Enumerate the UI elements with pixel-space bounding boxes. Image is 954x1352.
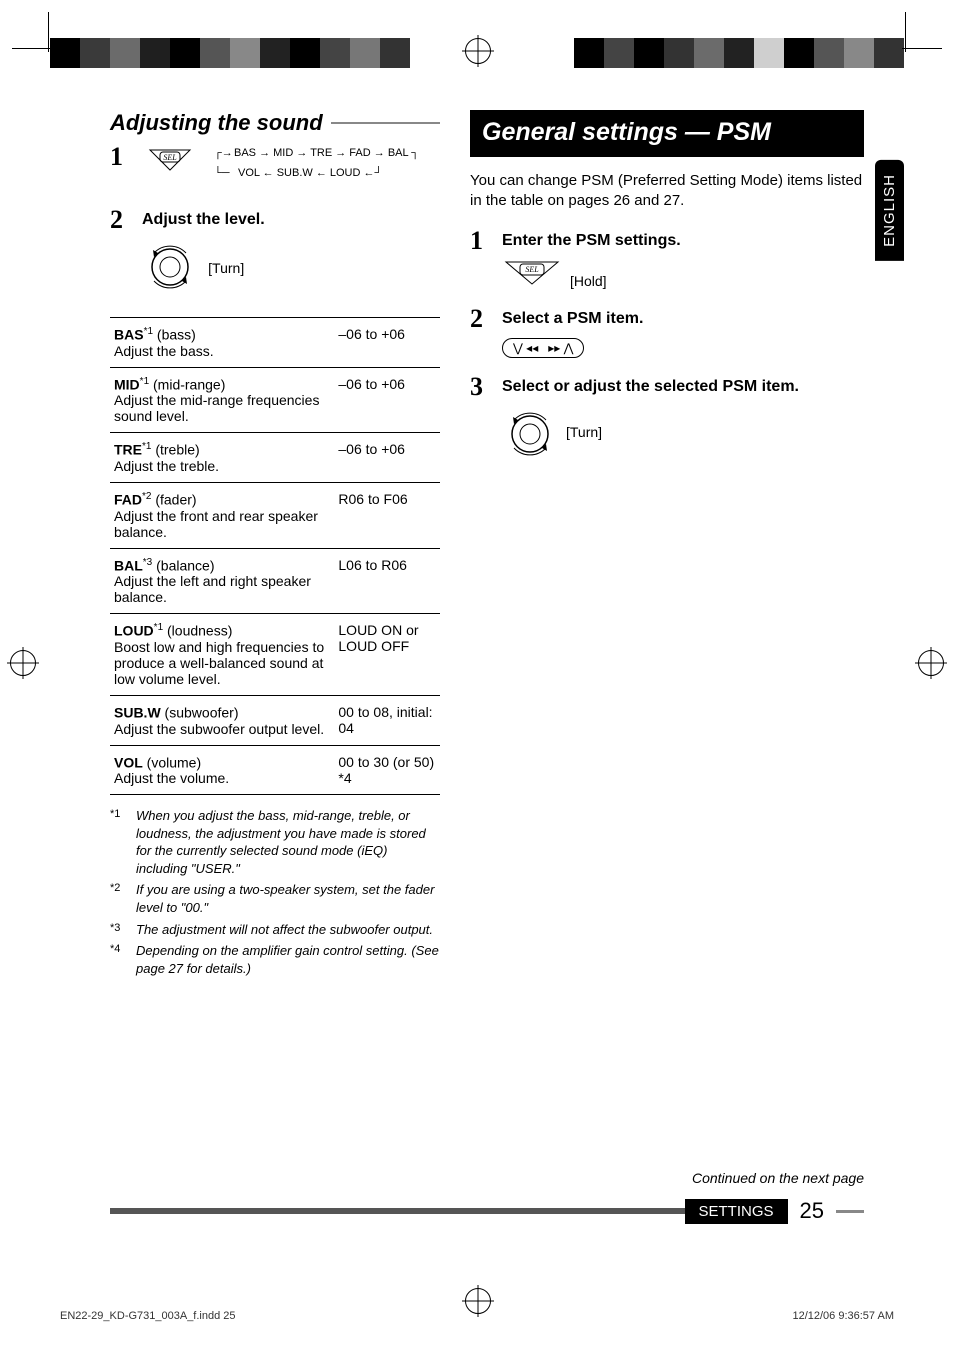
left-step-1: 1 SEL ┌→ BAS → MID → TRE → FAD → BAL ┐ (110, 144, 440, 191)
range-cell: L06 to R06 (334, 548, 440, 614)
param-cell: FAD*2 (fader)Adjust the front and rear s… (110, 482, 334, 548)
knob-icon (142, 239, 198, 299)
param-cell: TRE*1 (treble)Adjust the treble. (110, 433, 334, 483)
step-label: Adjust the level. (142, 211, 440, 229)
flow-bottom-text: VOL ← SUB.W ← LOUD ←┘ (238, 165, 382, 179)
step-label: Enter the PSM settings. (502, 232, 864, 250)
param-cell: BAL*3 (balance)Adjust the left and right… (110, 548, 334, 614)
sel-button-icon: SEL (142, 144, 198, 180)
table-row: BAL*3 (balance)Adjust the left and right… (110, 548, 440, 614)
right-step: 2 Select a PSM item. ⋁ ◂◂ ▸▸ ⋀ (470, 306, 864, 358)
step-body: Select a PSM item. ⋁ ◂◂ ▸▸ ⋀ (502, 306, 864, 358)
step-number: 1 (470, 228, 492, 254)
range-cell: LOUD ON or LOUD OFF (334, 614, 440, 696)
top-color-bars (50, 38, 904, 68)
step-body: Select or adjust the selected PSM item. … (502, 374, 864, 462)
range-cell: R06 to F06 (334, 482, 440, 548)
sel-button-icon: SEL [Hold] (502, 260, 864, 290)
step-number: 2 (110, 207, 132, 233)
reg-mark-right (918, 650, 944, 676)
page-number: 25 (800, 1198, 824, 1224)
footnotes: *1When you adjust the bass, mid-range, t… (110, 807, 440, 977)
param-cell: VOL (volume)Adjust the volume. (110, 745, 334, 795)
crop-line-top (48, 12, 49, 52)
adjusting-sound-heading: Adjusting the sound (110, 110, 440, 136)
knob-icon: [Turn] (502, 406, 864, 462)
step-number: 3 (470, 374, 492, 400)
crop-line-top-r (905, 12, 906, 52)
range-cell: –06 to +06 (334, 433, 440, 483)
param-cell: LOUD*1 (loudness)Boost low and high freq… (110, 614, 334, 696)
step-body: Enter the PSM settings. SEL [Hold] (502, 228, 864, 290)
sound-table: BAS*1 (bass)Adjust the bass.–06 to +06MI… (110, 317, 440, 795)
right-column: General settings — PSM You can change PS… (470, 110, 864, 981)
psm-intro: You can change PSM (Preferred Setting Mo… (470, 171, 864, 212)
turn-label: [Turn] (566, 424, 602, 440)
hold-label: [Hold] (570, 273, 607, 289)
flow-diagram: ┌→ BAS → MID → TRE → FAD → BAL ┐ └─ VOL … (208, 144, 418, 191)
range-cell: 00 to 30 (or 50) *4 (334, 745, 440, 795)
range-cell: 00 to 08, initial: 04 (334, 695, 440, 745)
crop-line-top-r2 (902, 48, 942, 49)
step-label: Select or adjust the selected PSM item. (502, 378, 864, 396)
page-content: ENGLISH Adjusting the sound 1 SEL (110, 110, 864, 1242)
param-cell: MID*1 (mid-range)Adjust the mid-range fr… (110, 367, 334, 433)
table-row: FAD*2 (fader)Adjust the front and rear s… (110, 482, 440, 548)
footnote: *4Depending on the amplifier gain contro… (110, 942, 440, 977)
table-row: MID*1 (mid-range)Adjust the mid-range fr… (110, 367, 440, 433)
footnote: *1When you adjust the bass, mid-range, t… (110, 807, 440, 877)
svg-text:┌→: ┌→ (214, 147, 233, 160)
footer-section: SETTINGS (685, 1199, 788, 1224)
range-cell: –06 to +06 (334, 318, 440, 368)
continued-text: Continued on the next page (692, 1170, 864, 1186)
left-step-2: 2 Adjust the level. (110, 207, 440, 299)
nav-button-icon: ⋁ ◂◂ ▸▸ ⋀ (502, 338, 864, 358)
range-cell: –06 to +06 (334, 367, 440, 433)
table-row: TRE*1 (treble)Adjust the treble.–06 to +… (110, 433, 440, 483)
step-number: 1 (110, 144, 132, 170)
footer-bar: SETTINGS 25 (110, 1198, 864, 1224)
step-number: 2 (470, 306, 492, 332)
footnote: *2If you are using a two-speaker system,… (110, 881, 440, 916)
table-row: BAS*1 (bass)Adjust the bass.–06 to +06 (110, 318, 440, 368)
step-label: Select a PSM item. (502, 310, 864, 328)
param-cell: SUB.W (subwoofer)Adjust the subwoofer ou… (110, 695, 334, 745)
left-column: Adjusting the sound 1 SEL ┌→ (110, 110, 440, 981)
param-cell: BAS*1 (bass)Adjust the bass. (110, 318, 334, 368)
meta-left: EN22-29_KD-G731_003A_f.indd 25 (60, 1310, 236, 1322)
footer-rule (110, 1208, 685, 1214)
language-tab: ENGLISH (875, 160, 904, 261)
svg-text:SEL: SEL (525, 265, 539, 274)
footer-rule-light (836, 1210, 864, 1213)
meta-line: EN22-29_KD-G731_003A_f.indd 25 12/12/06 … (60, 1310, 894, 1322)
heading-text: Adjusting the sound (110, 110, 323, 136)
psm-heading-band: General settings — PSM (470, 110, 864, 157)
footnote: *3The adjustment will not affect the sub… (110, 921, 440, 939)
heading-rule (331, 122, 440, 124)
turn-label: [Turn] (208, 260, 244, 276)
psm-heading: General settings — PSM (482, 118, 852, 147)
table-row: VOL (volume)Adjust the volume.00 to 30 (… (110, 745, 440, 795)
svg-text:└─: └─ (214, 165, 230, 179)
flow-top-text: BAS → MID → TRE → FAD → BAL ┐ (234, 147, 418, 160)
crop-line-top2 (12, 48, 52, 49)
table-row: SUB.W (subwoofer)Adjust the subwoofer ou… (110, 695, 440, 745)
right-step: 1 Enter the PSM settings. SEL [Hold] (470, 228, 864, 290)
meta-right: 12/12/06 9:36:57 AM (792, 1310, 894, 1322)
svg-text:SEL: SEL (163, 153, 177, 162)
reg-mark-left (10, 650, 36, 676)
table-row: LOUD*1 (loudness)Boost low and high freq… (110, 614, 440, 696)
right-step: 3 Select or adjust the selected PSM item.… (470, 374, 864, 462)
